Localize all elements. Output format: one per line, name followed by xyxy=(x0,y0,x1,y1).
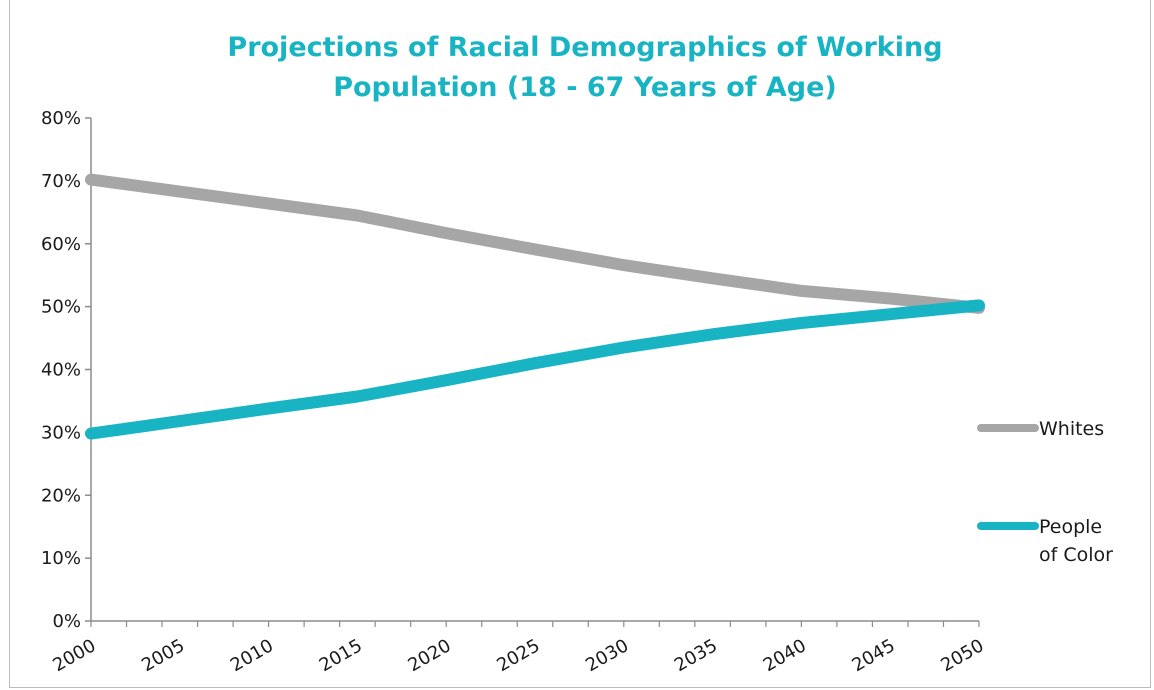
legend: Whites People of Color xyxy=(977,418,1113,566)
legend-label: of Color xyxy=(1039,544,1113,566)
chart-frame xyxy=(9,0,1151,688)
chart-title-line-1: Projections of Racial Demographics of Wo… xyxy=(227,32,943,63)
data-point xyxy=(356,215,358,216)
data-point xyxy=(889,298,891,299)
data-point xyxy=(800,322,802,324)
data-point xyxy=(800,290,802,292)
data-point xyxy=(179,191,181,193)
x-tick-label: 2020 xyxy=(405,635,455,676)
series-layer xyxy=(85,173,985,440)
data-point xyxy=(356,396,358,397)
series-line-whites xyxy=(85,173,985,314)
data-point xyxy=(623,264,625,266)
x-tick-label: 2035 xyxy=(671,635,721,676)
data-point xyxy=(623,347,625,348)
data-point xyxy=(90,433,92,435)
y-tick-label: 20% xyxy=(41,485,81,506)
x-tick-label: 2010 xyxy=(227,635,277,676)
x-tick-label: 2015 xyxy=(316,635,366,676)
data-point xyxy=(445,379,447,381)
y-tick-label: 80% xyxy=(41,108,81,129)
data-point xyxy=(534,362,536,364)
data-point xyxy=(268,408,270,409)
y-tick-label: 70% xyxy=(41,171,81,192)
data-point xyxy=(179,420,181,422)
y-tick-label: 50% xyxy=(41,297,81,318)
y-tick-label: 10% xyxy=(41,548,81,569)
data-point xyxy=(268,203,270,204)
x-tick-label: 2045 xyxy=(849,635,899,676)
x-tick-label: 2050 xyxy=(937,635,987,676)
y-tick-label: 30% xyxy=(41,422,81,443)
data-point xyxy=(712,277,714,279)
x-tick-label: 2040 xyxy=(760,635,810,676)
y-tick-label: 40% xyxy=(41,360,81,381)
y-tick-label: 0% xyxy=(52,611,81,632)
y-tick-label: 60% xyxy=(41,234,81,255)
x-tick-label: 2025 xyxy=(493,635,543,676)
x-tick-label: 2005 xyxy=(138,635,188,676)
data-point xyxy=(445,232,447,234)
chart-title: Projections of Racial Demographics of Wo… xyxy=(170,28,1000,108)
data-point xyxy=(978,304,980,306)
data-point xyxy=(889,313,891,315)
data-point xyxy=(712,333,714,335)
data-point xyxy=(90,179,92,181)
legend-label: People xyxy=(1039,516,1102,538)
data-point xyxy=(534,248,536,250)
x-tick-label: 2000 xyxy=(49,635,99,676)
series-line-people-of-color xyxy=(85,299,985,440)
chart-title-line-2: Population (18 - 67 Years of Age) xyxy=(333,72,837,103)
legend-label: Whites xyxy=(1039,418,1104,440)
x-tick-label: 2030 xyxy=(582,635,632,676)
